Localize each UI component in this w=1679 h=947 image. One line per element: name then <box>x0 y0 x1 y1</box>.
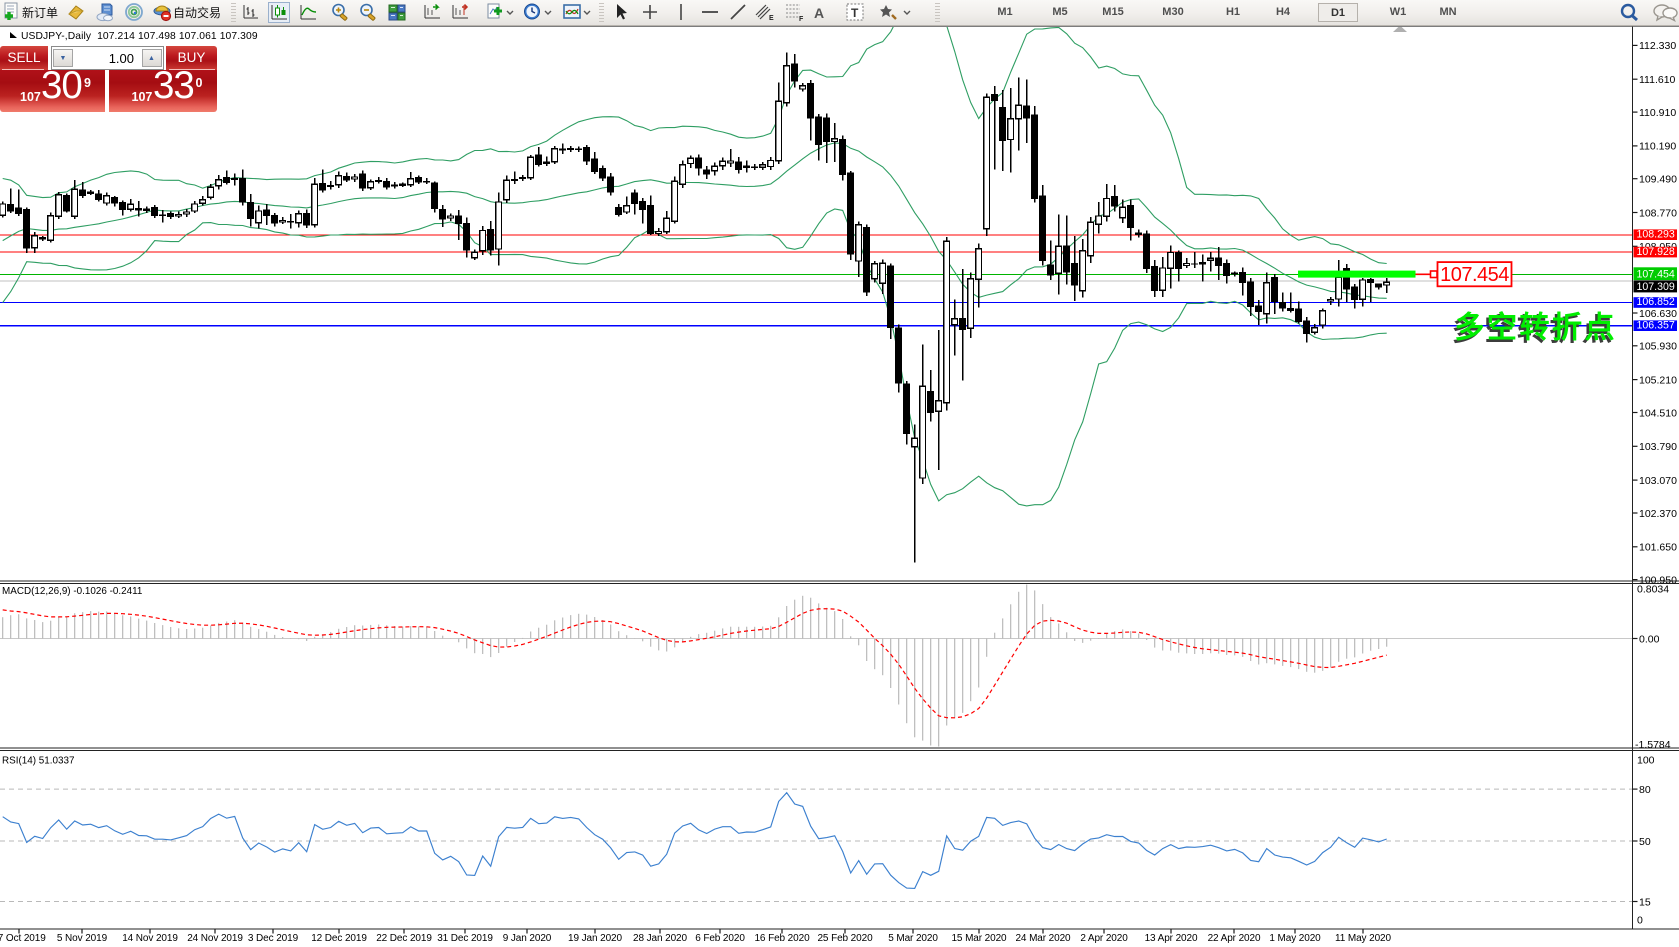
svg-text:24 Mar 2020: 24 Mar 2020 <box>1015 933 1071 944</box>
svg-text:101.650: 101.650 <box>1639 542 1677 554</box>
svg-text:103.070: 103.070 <box>1639 475 1677 487</box>
svg-text:5 Mar 2020: 5 Mar 2020 <box>888 933 938 944</box>
svg-text:5 Nov 2019: 5 Nov 2019 <box>57 933 108 944</box>
svg-text:24 Nov 2019: 24 Nov 2019 <box>187 933 243 944</box>
svg-text:107.309: 107.309 <box>1637 281 1675 293</box>
svg-text:0.00: 0.00 <box>1639 633 1660 645</box>
svg-text:F: F <box>799 16 804 23</box>
svg-text:110.190: 110.190 <box>1639 141 1676 153</box>
svg-text:15: 15 <box>1639 896 1651 908</box>
svg-text:106.852: 106.852 <box>1637 296 1675 308</box>
svg-text:13 Apr 2020: 13 Apr 2020 <box>1145 933 1198 944</box>
svg-text:6 Feb 2020: 6 Feb 2020 <box>695 933 745 944</box>
svg-text:107.928: 107.928 <box>1637 246 1675 258</box>
svg-text:105.210: 105.210 <box>1639 374 1677 386</box>
svg-text:100.950: 100.950 <box>1639 574 1677 586</box>
svg-text:107.454: 107.454 <box>1637 269 1675 281</box>
svg-text:9 Jan 2020: 9 Jan 2020 <box>503 933 552 944</box>
svg-text:111.610: 111.610 <box>1639 74 1676 86</box>
svg-text:108.770: 108.770 <box>1639 207 1677 219</box>
svg-text:100: 100 <box>1637 755 1655 767</box>
svg-text:106.357: 106.357 <box>1637 319 1675 331</box>
svg-text:112.330: 112.330 <box>1639 40 1676 52</box>
svg-text:106.630: 106.630 <box>1639 308 1677 320</box>
svg-text:15 Mar 2020: 15 Mar 2020 <box>951 933 1007 944</box>
svg-text:110.910: 110.910 <box>1639 107 1676 119</box>
svg-text:104.510: 104.510 <box>1639 407 1677 419</box>
svg-text:多空转折点: 多空转折点 <box>1455 312 1618 345</box>
svg-text:MACD(12,26,9) -0.1026 -0.2411: MACD(12,26,9) -0.1026 -0.2411 <box>2 586 143 597</box>
svg-text:31 Dec 2019: 31 Dec 2019 <box>437 933 493 944</box>
svg-text:T: T <box>851 6 859 20</box>
svg-text:0: 0 <box>1637 915 1643 927</box>
svg-text:107.454: 107.454 <box>1440 264 1509 286</box>
svg-text:-1.5784: -1.5784 <box>1635 739 1671 751</box>
svg-text:22 Dec 2019: 22 Dec 2019 <box>376 933 432 944</box>
svg-text:28 Jan 2020: 28 Jan 2020 <box>633 933 687 944</box>
svg-text:3 Dec 2019: 3 Dec 2019 <box>248 933 299 944</box>
svg-text:16 Feb 2020: 16 Feb 2020 <box>754 933 810 944</box>
svg-text:14 Nov 2019: 14 Nov 2019 <box>122 933 178 944</box>
svg-text:102.370: 102.370 <box>1639 508 1677 520</box>
svg-text:2 Apr 2020: 2 Apr 2020 <box>1080 933 1128 944</box>
svg-text:50: 50 <box>1639 836 1651 848</box>
svg-text:11 May 2020: 11 May 2020 <box>1335 933 1392 944</box>
svg-text:103.790: 103.790 <box>1639 441 1677 453</box>
svg-text:19 Jan 2020: 19 Jan 2020 <box>568 933 622 944</box>
svg-text:27 Oct 2019: 27 Oct 2019 <box>0 933 46 944</box>
svg-text:109.490: 109.490 <box>1639 174 1677 186</box>
svg-text:108.293: 108.293 <box>1637 228 1675 240</box>
svg-text:RSI(14) 51.0337: RSI(14) 51.0337 <box>2 756 74 767</box>
svg-text:22 Apr 2020: 22 Apr 2020 <box>1208 933 1261 944</box>
svg-text:12 Dec 2019: 12 Dec 2019 <box>311 933 367 944</box>
svg-text:105.930: 105.930 <box>1639 341 1677 353</box>
svg-text:1 May 2020: 1 May 2020 <box>1269 933 1321 944</box>
svg-text:E: E <box>769 15 774 22</box>
svg-text:多空转折点: 多空转折点 <box>1452 314 1615 347</box>
svg-text:80: 80 <box>1639 784 1651 796</box>
svg-text:0.8034: 0.8034 <box>1637 584 1669 596</box>
svg-text:25 Feb 2020: 25 Feb 2020 <box>817 933 873 944</box>
